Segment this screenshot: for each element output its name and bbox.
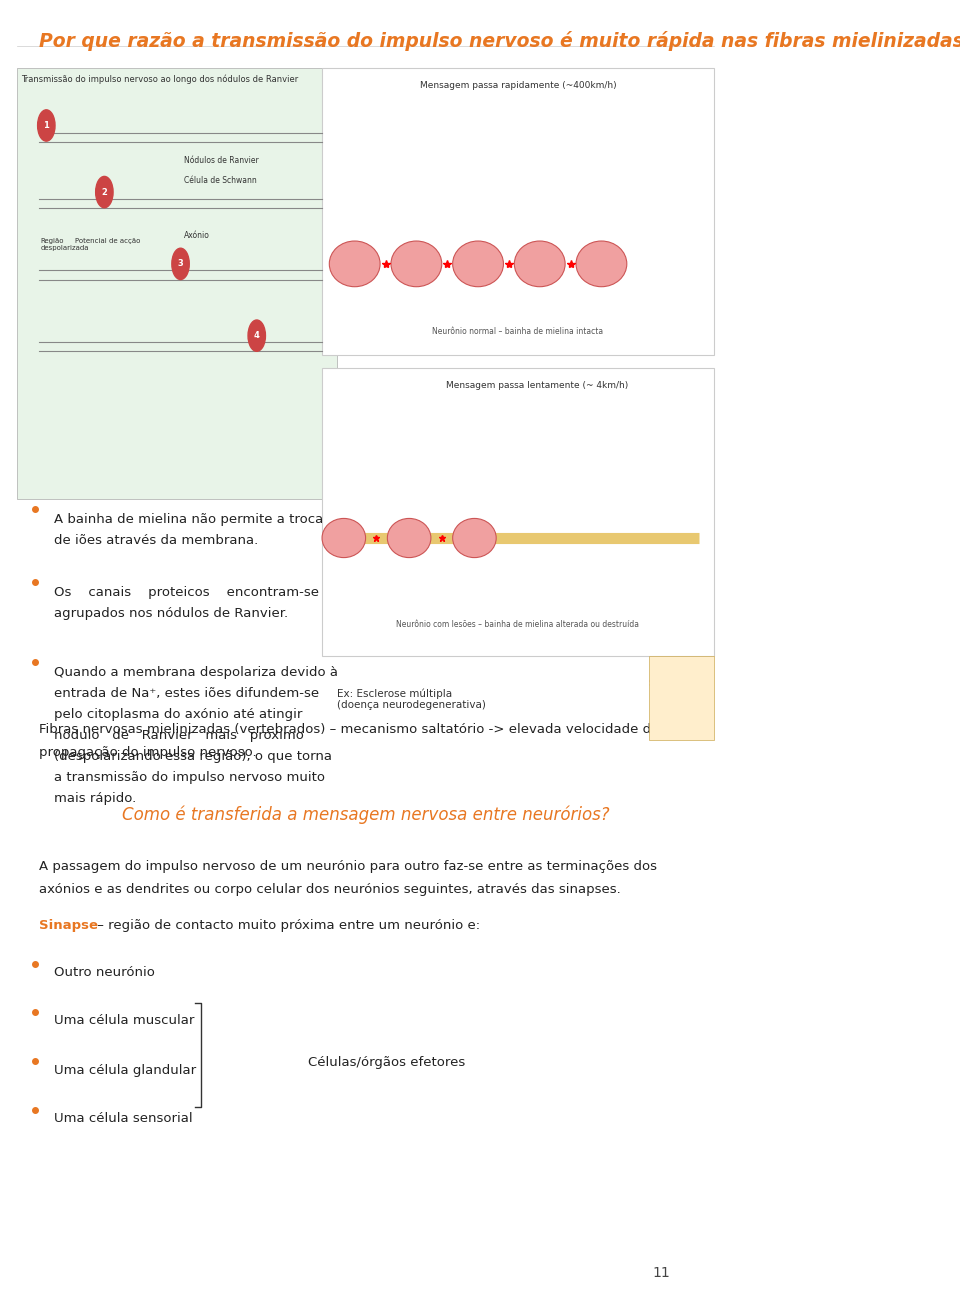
Text: Célula de Schwann: Célula de Schwann <box>184 176 257 185</box>
Text: Nódulos de Ranvier: Nódulos de Ranvier <box>184 156 259 165</box>
Text: Potencial de acção: Potencial de acção <box>75 237 141 244</box>
Text: Figura 3b:
Sinal nervoso
alterado: Figura 3b: Sinal nervoso alterado <box>649 669 713 699</box>
Ellipse shape <box>322 518 366 557</box>
FancyBboxPatch shape <box>322 368 714 656</box>
Ellipse shape <box>391 241 442 287</box>
Text: – região de contacto muito próxima entre um neurónio e:: – região de contacto muito próxima entre… <box>93 919 481 932</box>
Text: Uma célula muscular: Uma célula muscular <box>54 1015 194 1028</box>
Text: 11: 11 <box>653 1265 670 1280</box>
Text: Por que razão a transmissão do impulso nervoso é muito rápida nas fibras mielini: Por que razão a transmissão do impulso n… <box>39 31 960 51</box>
Text: Uma célula sensorial: Uma célula sensorial <box>54 1113 192 1125</box>
Ellipse shape <box>453 518 496 557</box>
Text: A passagem do impulso nervoso de um neurónio para outro faz-se entre as terminaç: A passagem do impulso nervoso de um neur… <box>39 860 657 897</box>
Text: Axónio: Axónio <box>184 231 210 240</box>
Text: 2: 2 <box>102 187 108 197</box>
Text: Células/órgãos efetores: Células/órgãos efetores <box>307 1057 465 1070</box>
Ellipse shape <box>515 241 565 287</box>
Text: Sinapse: Sinapse <box>39 919 98 932</box>
Text: 3: 3 <box>178 260 183 269</box>
Circle shape <box>37 110 55 142</box>
Circle shape <box>172 248 189 279</box>
Text: Ex: Esclerose múltipla
(doença neurodegenerativa): Ex: Esclerose múltipla (doença neurodege… <box>337 688 486 711</box>
Text: Transmissão do impulso nervoso ao longo dos nódulos de Ranvier: Transmissão do impulso nervoso ao longo … <box>21 75 299 84</box>
Text: 1: 1 <box>43 121 49 130</box>
Text: Mensagem passa lentamente (~ 4km/h): Mensagem passa lentamente (~ 4km/h) <box>446 382 629 391</box>
Text: 4: 4 <box>253 332 260 340</box>
FancyBboxPatch shape <box>649 656 714 741</box>
Circle shape <box>248 320 266 351</box>
Ellipse shape <box>387 518 431 557</box>
Text: Mensagem passa rapidamente (~400km/h): Mensagem passa rapidamente (~400km/h) <box>420 81 616 90</box>
Text: Quando a membrana despolariza devido à
entrada de Na⁺, estes iões difundem-se
pe: Quando a membrana despolariza devido à e… <box>54 666 338 805</box>
Text: Como é transferida a mensagem nervosa entre neurórios?: Como é transferida a mensagem nervosa en… <box>122 806 610 825</box>
Text: Uma célula glandular: Uma célula glandular <box>54 1065 196 1078</box>
Ellipse shape <box>453 241 503 287</box>
Text: A bainha de mielina não permite a troca
de iões através da membrana.: A bainha de mielina não permite a troca … <box>54 513 323 547</box>
Text: Região
despolarizada: Região despolarizada <box>40 237 89 250</box>
FancyBboxPatch shape <box>322 68 714 355</box>
Text: Neurônio normal – bainha de mielina intacta: Neurônio normal – bainha de mielina inta… <box>432 326 604 336</box>
Text: Fibras nervosas mielinizadas (vertebrados) – mecanismo saltatório -> elevada vel: Fibras nervosas mielinizadas (vertebrado… <box>39 724 660 759</box>
Ellipse shape <box>576 241 627 287</box>
Text: Outro neurónio: Outro neurónio <box>54 966 155 979</box>
Text: Neurônio com lesões – bainha de mielina alterada ou destruída: Neurônio com lesões – bainha de mielina … <box>396 620 639 629</box>
FancyBboxPatch shape <box>17 68 337 499</box>
Text: Os    canais    proteicos    encontram-se
agrupados nos nódulos de Ranvier.: Os canais proteicos encontram-se agrupad… <box>54 586 319 620</box>
Circle shape <box>96 177 113 207</box>
Ellipse shape <box>329 241 380 287</box>
